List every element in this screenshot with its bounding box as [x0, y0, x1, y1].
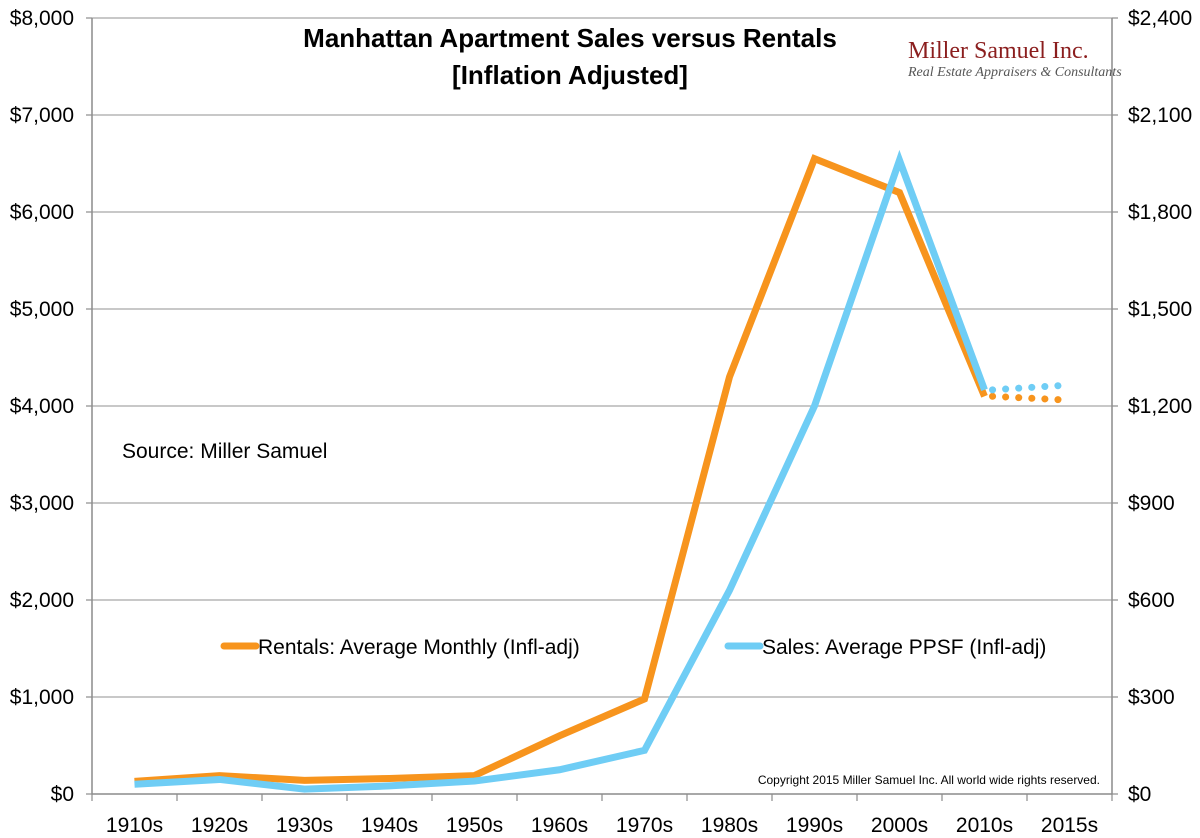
logo-name: Miller Samuel Inc. — [908, 38, 1089, 64]
copyright-annotation: Copyright 2015 Miller Samuel Inc. All wo… — [758, 773, 1100, 787]
legend: Rentals: Average Monthly (Infl-adj) Sale… — [220, 636, 1046, 659]
axes — [86, 17, 1118, 801]
right-axis-tick-label: $2,400 — [1128, 7, 1192, 30]
right-axis-tick-label: $900 — [1128, 492, 1175, 515]
category-axis-ticks: 1910s 1920s 1930s 1940s 1950s 1960s 1970s 1980s… — [106, 814, 1098, 837]
logo-tagline: Real Estate Appraisers & Consultants — [907, 65, 1122, 80]
x-axis-tick-label: 1990s — [786, 814, 843, 837]
x-axis-tick-label: 1960s — [531, 814, 588, 837]
series-lines — [134, 149, 1073, 793]
series-line-1 — [134, 149, 988, 793]
series-projection-1 — [989, 381, 1073, 394]
right-axis-tick-label: $600 — [1128, 589, 1175, 612]
left-axis-ticks: $0 $1,000 $2,000 $3,000 $4,000 $5,000 $6,000 $7… — [10, 7, 74, 806]
gridlines — [92, 17, 1112, 698]
x-axis-tick-label: 2015s — [1041, 814, 1098, 837]
right-axis-ticks: $0 $300 $600 $900 $1,200 $1,500 $1,800 $2,100 $2… — [1128, 7, 1192, 806]
x-axis-tick-label: 1910s — [106, 814, 163, 837]
x-axis-tick-label: 1930s — [276, 814, 333, 837]
right-axis-tick-label: $0 — [1128, 783, 1151, 806]
right-axis-tick-label: $1,200 — [1128, 395, 1192, 418]
left-axis-tick-label: $6,000 — [10, 201, 74, 224]
source-annotation: Source: Miller Samuel — [122, 440, 327, 463]
left-axis-tick-label: $1,000 — [10, 686, 74, 709]
left-axis-tick-label: $3,000 — [10, 492, 74, 515]
chart-subtitle: [Inflation Adjusted] — [452, 60, 688, 90]
x-axis-tick-label: 1970s — [616, 814, 673, 837]
legend-rentals-label: Rentals: Average Monthly (Infl-adj) — [258, 636, 580, 659]
x-axis-tick-label: 1950s — [446, 814, 503, 837]
series-line-0 — [134, 154, 988, 785]
logo: Miller Samuel Inc. Real Estate Appraiser… — [907, 38, 1122, 80]
x-axis-tick-label: 2010s — [956, 814, 1013, 837]
left-axis-tick-label: $7,000 — [10, 104, 74, 127]
left-axis-tick-label: $2,000 — [10, 589, 74, 612]
x-axis-tick-label: 1920s — [191, 814, 248, 837]
left-axis-tick-label: $5,000 — [10, 298, 74, 321]
x-axis-tick-label: 1940s — [361, 814, 418, 837]
right-axis-tick-label: $1,800 — [1128, 201, 1192, 224]
series-projection-0 — [989, 392, 1073, 404]
right-axis-tick-label: $1,500 — [1128, 298, 1192, 321]
right-axis-tick-label: $300 — [1128, 686, 1175, 709]
left-axis-tick-label: $0 — [51, 783, 74, 806]
x-axis-tick-label: 2000s — [871, 814, 928, 837]
left-axis-tick-label: $8,000 — [10, 7, 74, 30]
legend-sales-label: Sales: Average PPSF (Infl-adj) — [762, 636, 1046, 659]
x-axis-tick-label: 1980s — [701, 814, 758, 837]
left-axis-tick-label: $4,000 — [10, 395, 74, 418]
chart-title: Manhattan Apartment Sales versus Rentals — [303, 23, 837, 53]
right-axis-tick-label: $2,100 — [1128, 104, 1192, 127]
